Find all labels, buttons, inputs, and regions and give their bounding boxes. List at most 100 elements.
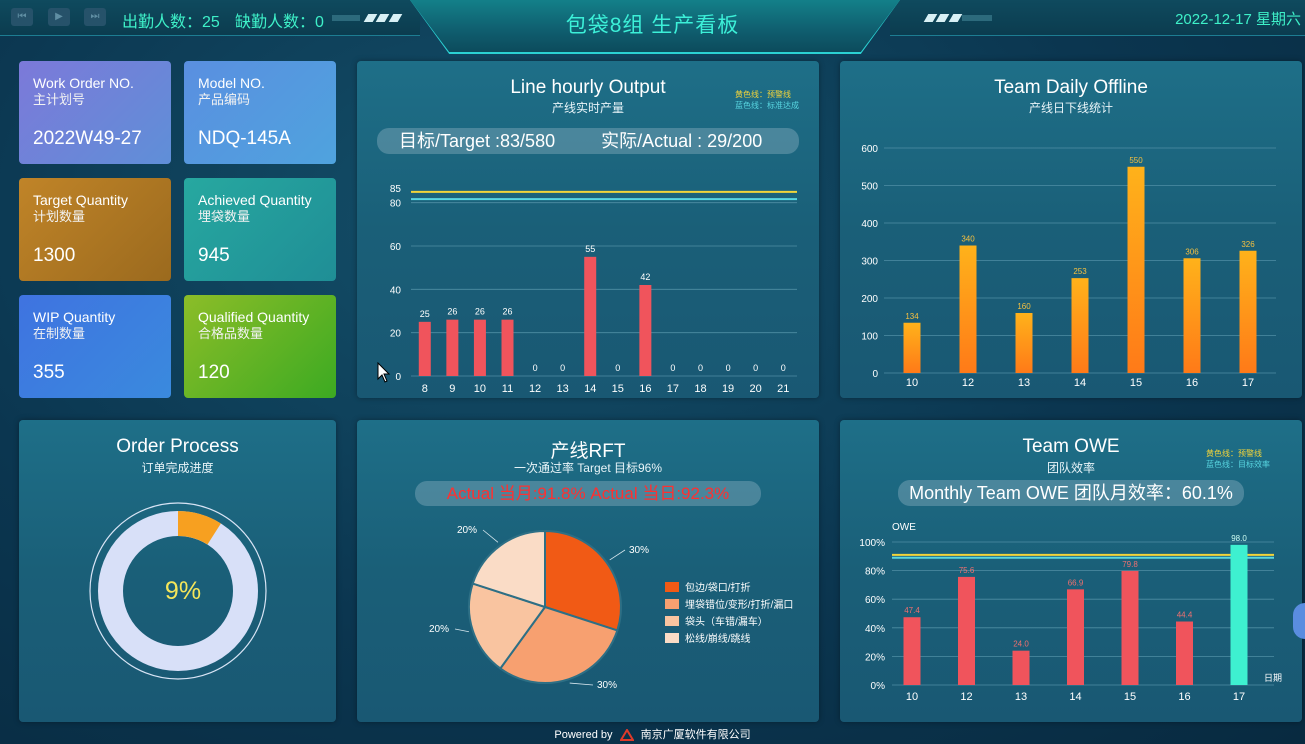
bar — [1015, 313, 1033, 373]
rft-pie-chart: 30% 30% 20% 20% 包边/袋口/打折埋袋错位/变形/打折/漏口袋头（车错/漏… — [429, 525, 793, 691]
bar — [1239, 250, 1257, 373]
bar — [639, 285, 652, 376]
pie-slice — [471, 529, 546, 609]
side-scroll-handle[interactable] — [1293, 603, 1305, 639]
attendance-count: 出勤人数：25 — [122, 14, 220, 31]
x-tick-label: 20 — [750, 383, 762, 395]
panel-title: 产线RFT — [550, 441, 626, 462]
legend-standard-line: 蓝色线：标准达成 — [735, 101, 799, 110]
pie-slice — [544, 529, 622, 632]
y-tick-label: 80% — [865, 567, 885, 578]
panel-subtitle: 产线日下线统计 — [1028, 101, 1113, 115]
data-label: 253 — [1073, 267, 1087, 276]
y-tick-label: 200 — [861, 294, 878, 305]
data-label: 44.4 — [1177, 611, 1193, 620]
panel-subtitle: 产线实时产量 — [551, 101, 624, 115]
bar — [1127, 166, 1145, 373]
x-tick-label: 19 — [722, 383, 734, 395]
pie-leader-line — [454, 628, 469, 633]
data-label: 326 — [1241, 240, 1255, 249]
x-tick-label: 15 — [1124, 691, 1136, 703]
card-work-order: Work Order NO. 主计划号 2022W49-27 — [19, 61, 171, 164]
data-label: 25 — [420, 309, 430, 319]
hourly-target-actual-pill: 目标/Target :83/580 实际/Actual : 29/200 — [377, 128, 799, 154]
pie-leader-line — [569, 682, 594, 686]
y-axis-title: OWE — [892, 522, 916, 533]
x-tick-label: 14 — [1069, 691, 1081, 703]
current-date: 2022-12-17 星期六 — [1175, 11, 1301, 28]
x-tick-label: 21 — [777, 383, 789, 395]
panel-title: Line hourly Output — [510, 77, 666, 98]
outer-ring — [89, 502, 267, 680]
data-label: 24.0 — [1013, 640, 1029, 649]
x-tick-label: 12 — [962, 377, 974, 389]
legend-label: 埋袋错位/变形/打折/漏口 — [685, 598, 793, 611]
x-tick-label: 16 — [1178, 691, 1190, 703]
y-tick-label: 40% — [865, 624, 885, 635]
rft-actual-pill: Actual 当月:91.8% Actual 当日:92.3% — [415, 481, 761, 506]
pie-slice — [498, 605, 619, 684]
data-label: 0 — [726, 363, 731, 373]
chart-legend: 黄色线：预警线 蓝色线：标准达成 — [735, 89, 799, 111]
panel-subtitle: 团队效率 — [1046, 461, 1095, 475]
powered-by: Powered by — [554, 729, 613, 741]
y-tick-label: 100 — [861, 332, 878, 343]
x-tick-label: 17 — [667, 383, 679, 395]
bar — [584, 256, 597, 376]
card-qualified-quantity: Qualified Quantity 合格品数量 120 — [184, 295, 336, 398]
bar — [418, 321, 431, 376]
y-tick-label: 80 — [390, 199, 402, 210]
data-label: 0 — [698, 363, 703, 373]
x-tick-label: 16 — [639, 383, 651, 395]
panel-team-owe: Team OWE 团队效率 黄色线：预警线 蓝色线：目标效率 Monthly T… — [840, 420, 1302, 722]
header-center-banner — [410, 0, 900, 52]
y-tick-label: 300 — [861, 257, 878, 268]
panel-title: Team OWE — [1022, 436, 1120, 457]
x-tick-label: 11 — [502, 383, 513, 395]
y-tick-label: 0 — [872, 369, 878, 380]
card-label-cn: 主计划号 — [33, 92, 86, 107]
panel-order-process: Order Process 订单完成进度 9% — [19, 420, 336, 722]
play-icon[interactable]: ▶ — [48, 8, 70, 26]
header: ⏮ ▶ ⏭ 出勤人数：25 缺勤人数：0 包袋8组 生产看板 2022-12-1… — [0, 0, 1305, 56]
data-label: 47.4 — [904, 606, 920, 615]
y-tick-label: 500 — [861, 182, 878, 193]
card-label-en: Qualified Quantity — [198, 309, 310, 325]
company-name: 南京广厦软件有限公司 — [640, 729, 751, 741]
company-logo-icon — [619, 729, 634, 742]
y-tick-label: 600 — [861, 144, 878, 155]
x-tick-label: 13 — [1015, 691, 1027, 703]
x-tick-label: 13 — [1018, 377, 1030, 389]
x-tick-label: 14 — [584, 383, 596, 395]
data-label: 0 — [753, 363, 758, 373]
data-label: 26 — [475, 307, 485, 317]
card-label-en: Model NO. — [198, 75, 265, 91]
card-value: 120 — [198, 362, 230, 383]
legend-label: 松线/崩线/跳线 — [685, 632, 751, 645]
skip-forward-icon[interactable]: ⏭ — [84, 8, 106, 26]
legend-warning-line: 黄色线：预警线 — [1206, 449, 1262, 458]
data-label: 340 — [961, 235, 975, 244]
legend-swatch — [665, 582, 679, 592]
panel-subtitle: 一次通过率 Target 目标96% — [513, 461, 663, 475]
data-label: 550 — [1129, 156, 1143, 165]
owe-monthly-pill: Monthly Team OWE 团队月效率：60.1% — [898, 480, 1244, 506]
data-label: 66.9 — [1068, 578, 1084, 587]
panel-daily-offline: Team Daily Offline 产线日下线统计 0 100 200 300 400… — [840, 61, 1302, 398]
x-tick-label: 17 — [1242, 377, 1254, 389]
data-label: 0 — [781, 363, 786, 373]
data-label: 98.0 — [1231, 534, 1247, 543]
pie-leader-line — [609, 549, 626, 561]
x-tick-label: 16 — [1186, 377, 1198, 389]
panel-title: Order Process — [116, 436, 239, 457]
pie-slice-label: 30% — [629, 545, 649, 556]
data-label: 0 — [560, 363, 565, 373]
skip-back-icon[interactable]: ⏮ — [11, 8, 33, 26]
legend-swatch — [665, 616, 679, 626]
data-label: 26 — [502, 307, 512, 317]
card-value: 355 — [33, 362, 65, 383]
panel-title: Team Daily Offline — [994, 77, 1148, 98]
x-tick-label: 15 — [1130, 377, 1142, 389]
absence-count: 缺勤人数：0 — [235, 14, 324, 31]
card-value: 1300 — [33, 245, 76, 266]
